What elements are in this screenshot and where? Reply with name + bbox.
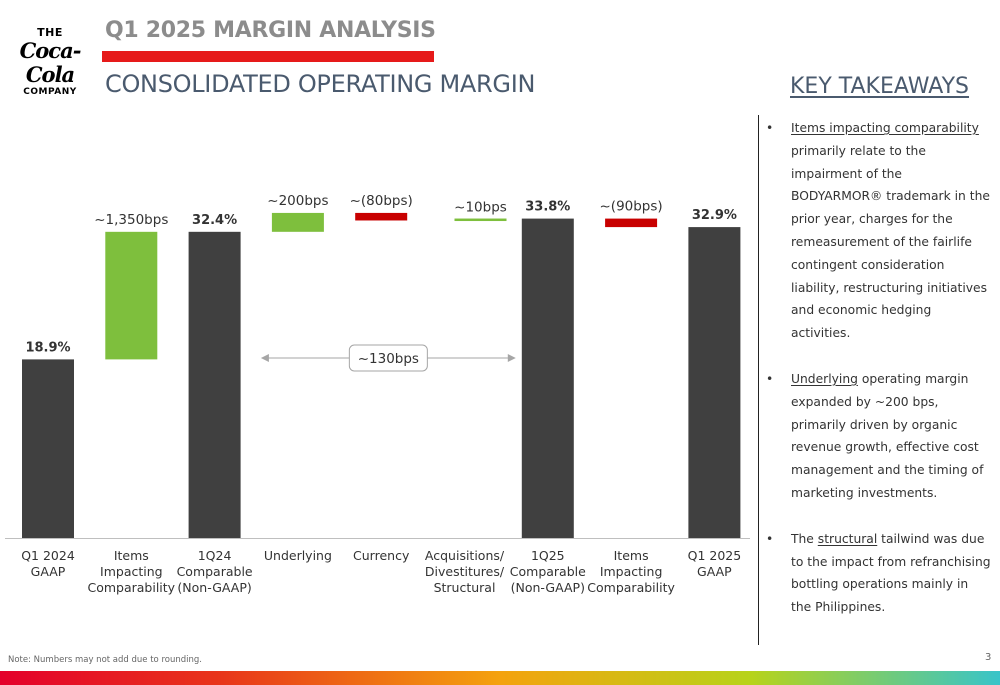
waterfall-chart: 18.9%Q1 2024GAAP~1,350bpsItemsImpactingC… — [5, 193, 750, 595]
bar-total — [521, 218, 574, 538]
category-label: Items — [114, 548, 149, 563]
bar-decrease — [605, 218, 658, 228]
category-label: Comparable — [510, 564, 586, 579]
takeaway-text: tailwind was due to the impact from refr… — [791, 531, 991, 615]
logo-company: COMPANY — [23, 87, 77, 97]
page-number: 3 — [985, 652, 992, 663]
bar-total — [22, 359, 74, 538]
category-label: Currency — [353, 548, 410, 563]
data-label: 33.8% — [525, 200, 570, 215]
data-label: 18.9% — [25, 340, 70, 355]
category-label: (Non-GAAP) — [511, 580, 585, 595]
category-label: Acquisitions/ — [425, 548, 505, 563]
data-label: ~(80bps) — [350, 193, 413, 209]
data-label: ~(90bps) — [599, 199, 662, 215]
data-label: 32.4% — [192, 213, 237, 228]
bar-total — [188, 231, 241, 538]
bar-increase — [271, 212, 324, 232]
vertical-divider — [758, 115, 759, 645]
category-label: Impacting — [100, 564, 163, 579]
category-label: Items — [614, 548, 649, 563]
takeaway-text: operating margin expanded by ~200 bps, p… — [791, 371, 984, 500]
data-label: 32.9% — [692, 208, 737, 223]
brand-gradient-bar — [0, 671, 1000, 685]
key-takeaways-title: KEY TAKEAWAYS — [790, 74, 970, 99]
bar-total — [688, 227, 741, 538]
category-label: (Non-GAAP) — [177, 580, 251, 595]
bar-increase — [454, 218, 507, 222]
bullet-icon: • — [766, 531, 774, 546]
takeaway-item-underlying: • Underlying operating margin expanded by… — [766, 368, 992, 505]
category-label: Divestitures/ — [425, 564, 505, 579]
arrow-right-icon — [507, 354, 516, 362]
key-takeaways-list: • Items impacting comparability primarily… — [766, 117, 992, 642]
category-label: Q1 2025 — [688, 548, 742, 563]
title-accent-bar — [102, 51, 434, 62]
bar-decrease — [355, 212, 408, 221]
category-label: Impacting — [600, 564, 663, 579]
slide-title: Q1 2025 MARGIN ANALYSIS — [105, 18, 436, 43]
data-label: ~200bps — [267, 193, 328, 209]
takeaway-link[interactable]: Underlying — [791, 371, 858, 386]
category-label: Structural — [434, 580, 496, 595]
category-label: Underlying — [264, 548, 332, 563]
category-label: Comparable — [177, 564, 253, 579]
category-label: GAAP — [697, 564, 732, 579]
takeaway-item-comparability: • Items impacting comparability primarily… — [766, 117, 992, 345]
bracket-label-box — [348, 344, 428, 372]
footnote: Note: Numbers may not add due to roundin… — [8, 655, 202, 665]
takeaway-lead: The — [791, 531, 818, 546]
takeaway-item-structural: • The structural tailwind was due to the … — [766, 528, 992, 619]
bullet-icon: • — [766, 371, 774, 386]
category-label: GAAP — [31, 564, 66, 579]
slide-subtitle: CONSOLIDATED OPERATING MARGIN — [105, 70, 536, 98]
takeaway-text: primarily relate to the impairment of th… — [791, 143, 990, 341]
category-label: 1Q24 — [198, 548, 232, 563]
logo-the: THE — [37, 26, 63, 39]
category-label: Comparability — [87, 580, 175, 595]
category-label: Q1 2024 — [21, 548, 75, 563]
company-logo: THE Coca-Cola COMPANY — [10, 26, 90, 97]
bullet-icon: • — [766, 121, 774, 135]
category-label: Comparability — [587, 580, 675, 595]
takeaway-link[interactable]: Items impacting comparability — [791, 121, 979, 135]
data-label: ~1,350bps — [94, 212, 168, 228]
logo-wordmark: Coca-Cola — [19, 38, 82, 87]
takeaway-link[interactable]: structural — [817, 531, 878, 546]
category-label: 1Q25 — [531, 548, 565, 563]
bracket-label: ~130bps — [358, 351, 419, 367]
arrow-left-icon — [260, 354, 269, 362]
bar-increase — [105, 231, 158, 360]
data-label: ~10bps — [454, 200, 507, 216]
